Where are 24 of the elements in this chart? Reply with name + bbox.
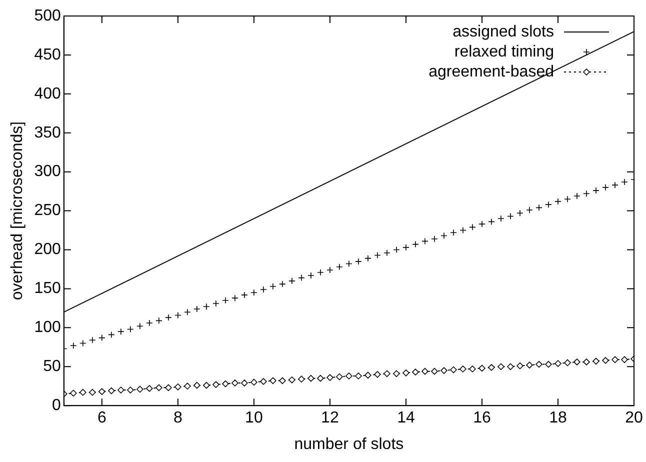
y-tick-label: 250	[34, 202, 61, 220]
x-tick-label: 12	[321, 410, 339, 427]
x-tick-label: 16	[473, 410, 491, 427]
y-tick-label: 50	[43, 358, 61, 376]
y-tick-label: 0	[52, 397, 61, 414]
y-tick-label: 200	[34, 241, 61, 258]
y-axis-title: overhead [microseconds]	[9, 121, 26, 300]
x-tick-label: 8	[173, 410, 182, 427]
legend-label: assigned slots	[452, 23, 554, 40]
x-tick-label: 14	[397, 410, 415, 427]
y-tick-label: 100	[34, 319, 61, 336]
y-tick-label: 300	[34, 163, 61, 180]
y-tick-label: 450	[34, 46, 61, 64]
y-tick-label: 400	[34, 85, 61, 102]
x-axis-title: number of slots	[294, 436, 404, 453]
y-tick-label: 150	[34, 280, 61, 298]
x-tick-label: 20	[625, 410, 643, 427]
x-tick-label: 10	[245, 410, 263, 427]
y-tick-label: 350	[34, 124, 61, 142]
x-tick-label: 6	[97, 410, 106, 427]
y-tick-label: 500	[34, 7, 61, 24]
legend-label: agreement-based	[428, 63, 554, 80]
legend-label: relaxed timing	[454, 43, 554, 60]
x-tick-label: 18	[549, 410, 567, 427]
